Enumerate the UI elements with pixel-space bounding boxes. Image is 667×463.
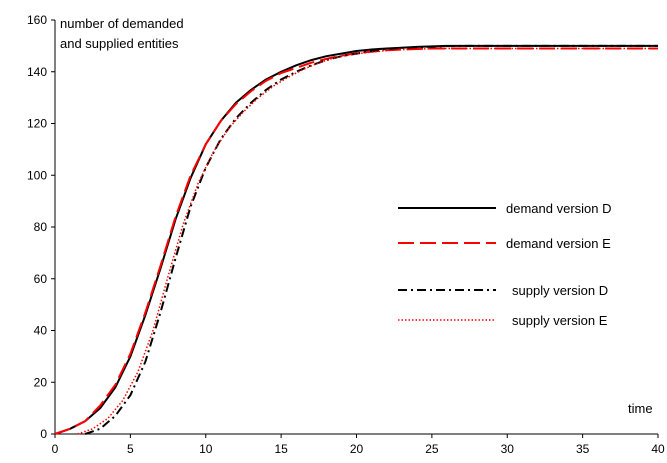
x-tick-label: 15	[274, 442, 288, 456]
y-tick-label: 160	[27, 13, 47, 27]
x-tick-label: 0	[52, 442, 59, 456]
y-tick-label: 60	[34, 272, 48, 286]
x-tick-label: 25	[425, 442, 439, 456]
x-tick-label: 35	[576, 442, 590, 456]
x-tick-label: 5	[127, 442, 134, 456]
x-tick-label: 20	[350, 442, 364, 456]
y-axis-label-line-2: and supplied entities	[60, 36, 179, 51]
y-tick-label: 40	[34, 324, 48, 338]
legend-label-3: supply version D	[512, 283, 608, 298]
legend-label-4: supply version E	[512, 313, 608, 328]
y-tick-label: 140	[27, 65, 47, 79]
annotations: number of demanded and supplied entities…	[60, 16, 653, 416]
x-axis-label: time	[628, 401, 653, 416]
y-tick-label: 120	[27, 117, 47, 131]
chart-axes: 0 20 40 60 80 100 120 140 160 0 5 10 15 20 25 30 35 40	[27, 13, 665, 456]
series-line-1	[54, 44, 658, 435]
series-line-4	[77, 47, 658, 435]
x-tick-label: 30	[501, 442, 515, 456]
x-tick-label: 10	[199, 442, 213, 456]
y-tick-label: 100	[27, 168, 47, 182]
y-tick-label: 0	[40, 427, 47, 441]
y-tick-label: 20	[34, 375, 48, 389]
legend: demand version D demand version E supply v…	[398, 201, 612, 328]
y-axis-label-line-1: number of demanded	[60, 16, 184, 31]
y-tick-label: 80	[34, 220, 48, 234]
legend-label-1: demand version D	[506, 201, 612, 216]
x-tick-label: 40	[651, 442, 665, 456]
series-layer	[54, 44, 658, 435]
legend-label-2: demand version E	[506, 236, 611, 251]
